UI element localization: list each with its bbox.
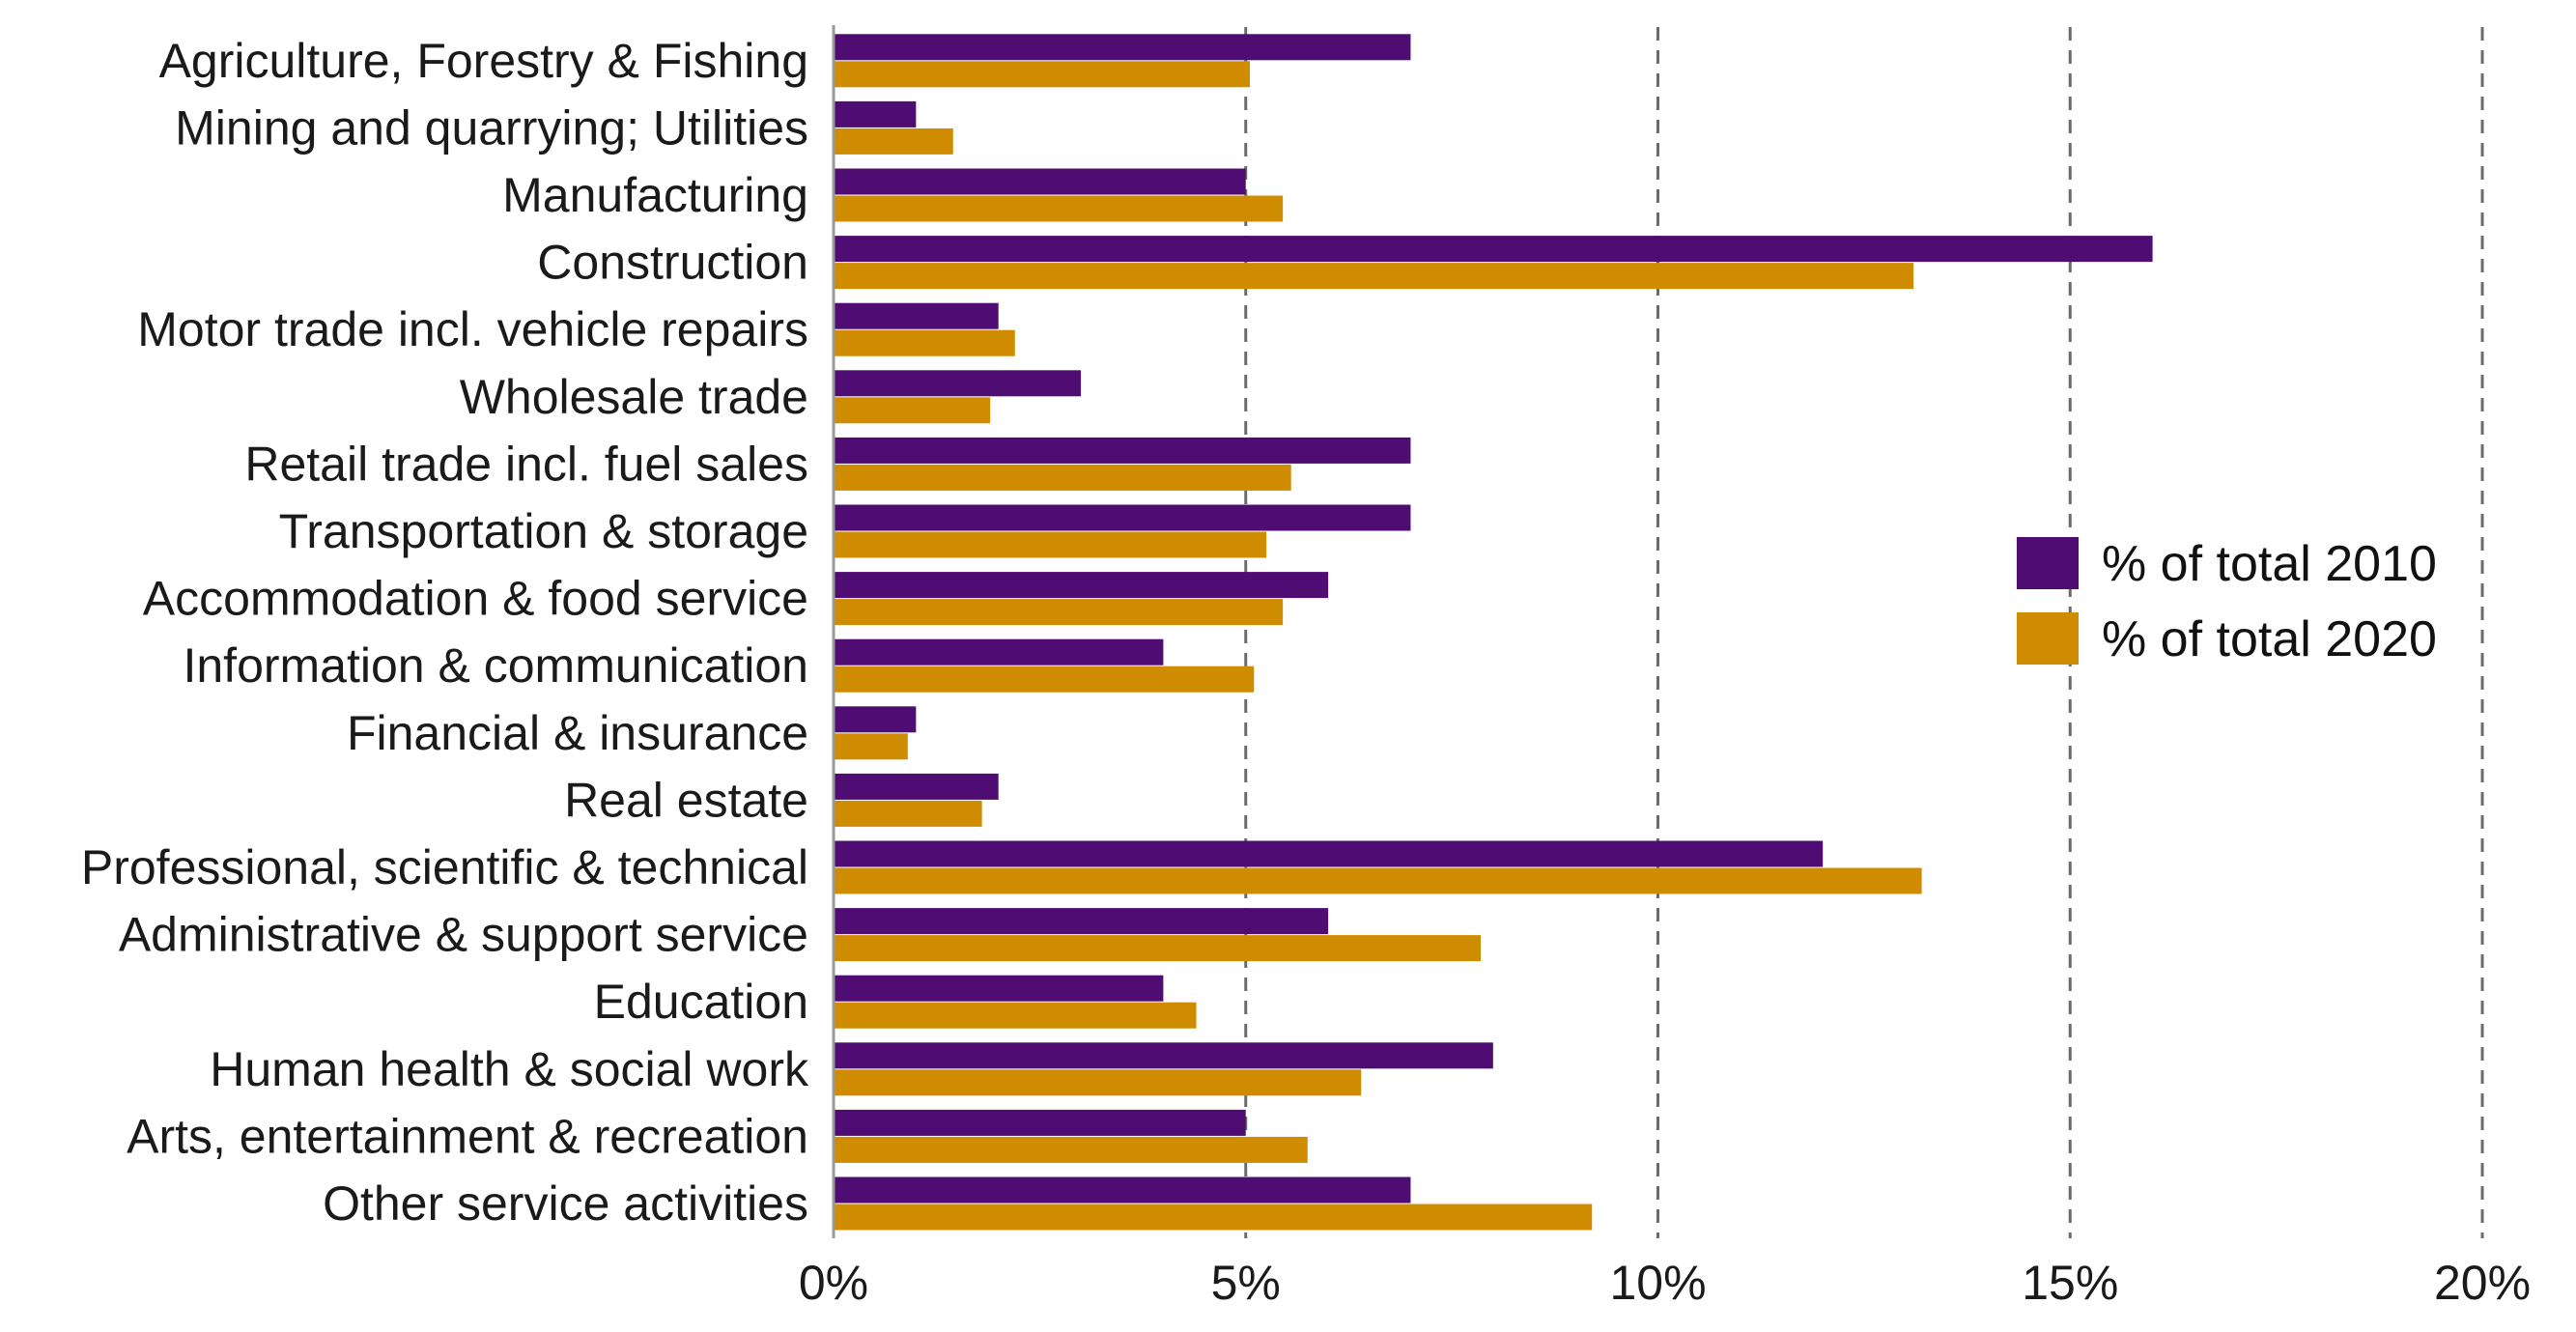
category-label: Wholesale trade [460, 370, 808, 424]
bar-2010 [834, 908, 1329, 935]
bar-2020 [834, 128, 953, 155]
category-label: Retail trade incl. fuel sales [244, 437, 808, 491]
bar-2020 [834, 464, 1291, 491]
bars [834, 34, 2153, 1231]
x-tick-label: 20% [2434, 1256, 2531, 1310]
bar-2020 [834, 1136, 1308, 1163]
bar-2010 [834, 302, 999, 329]
category-label: Information & communication [183, 638, 808, 693]
bar-2020 [834, 1069, 1362, 1096]
category-label: Real estate [564, 773, 808, 827]
x-tick-label: 0% [799, 1256, 868, 1310]
category-label: Mining and quarrying; Utilities [175, 100, 808, 155]
bar-2010 [834, 1042, 1493, 1069]
category-label: Manufacturing [502, 168, 808, 222]
bar-2020 [834, 867, 1922, 894]
category-labels: Agriculture, Forestry & Fishing Mining an… [81, 34, 809, 1231]
legend-label: % of total 2020 [2102, 611, 2437, 667]
bar-2010 [834, 1109, 1246, 1136]
bar-2010 [834, 34, 1411, 61]
category-label: Administrative & support service [119, 908, 808, 962]
x-tick-labels: 0% 5% 10% 15% 20% [799, 1256, 2531, 1310]
category-label: Accommodation & food service [143, 572, 808, 626]
bar-2010 [834, 975, 1164, 1002]
bar-2020 [834, 733, 908, 760]
bar-2010 [834, 370, 1082, 397]
legend-swatch [2017, 537, 2079, 589]
legend-swatch [2017, 612, 2079, 665]
bar-2010 [834, 100, 917, 128]
bar-2010 [834, 1176, 1411, 1204]
bar-2020 [834, 599, 1284, 626]
bar-2010 [834, 840, 1824, 867]
category-label: Transportation & storage [279, 504, 808, 558]
legend-label: % of total 2010 [2102, 536, 2437, 592]
category-label: Financial & insurance [347, 706, 808, 760]
category-label: Professional, scientific & technical [81, 840, 808, 894]
category-label: Construction [537, 236, 808, 290]
bar-2010 [834, 236, 2153, 263]
bar-2020 [834, 195, 1284, 222]
x-tick-label: 10% [1609, 1256, 1706, 1310]
bar-2010 [834, 773, 999, 800]
legend: % of total 2010 % of total 2020 [2017, 536, 2437, 667]
bar-2010 [834, 706, 917, 733]
category-label: Motor trade incl. vehicle repairs [137, 302, 808, 356]
bar-2020 [834, 397, 991, 424]
x-tick-label: 5% [1211, 1256, 1281, 1310]
category-label: Agriculture, Forestry & Fishing [159, 34, 808, 88]
bar-2020 [834, 329, 1015, 356]
bar-2010 [834, 638, 1164, 666]
bar-2020 [834, 531, 1267, 558]
bar-2010 [834, 572, 1329, 599]
bar-2010 [834, 504, 1411, 531]
category-label: Education [594, 975, 808, 1029]
bar-2020 [834, 666, 1255, 693]
category-label: Arts, entertainment & recreation [127, 1109, 808, 1163]
bar-2020 [834, 935, 1481, 962]
bar-2020 [834, 1002, 1197, 1029]
bar-2020 [834, 263, 1914, 290]
bar-2020 [834, 800, 982, 827]
bar-2010 [834, 168, 1246, 195]
category-label: Other service activities [323, 1176, 808, 1231]
bar-2010 [834, 437, 1411, 464]
category-label: Human health & social work [210, 1042, 809, 1096]
bar-2020 [834, 61, 1251, 88]
bar-2020 [834, 1204, 1593, 1231]
x-tick-label: 15% [2022, 1256, 2118, 1310]
